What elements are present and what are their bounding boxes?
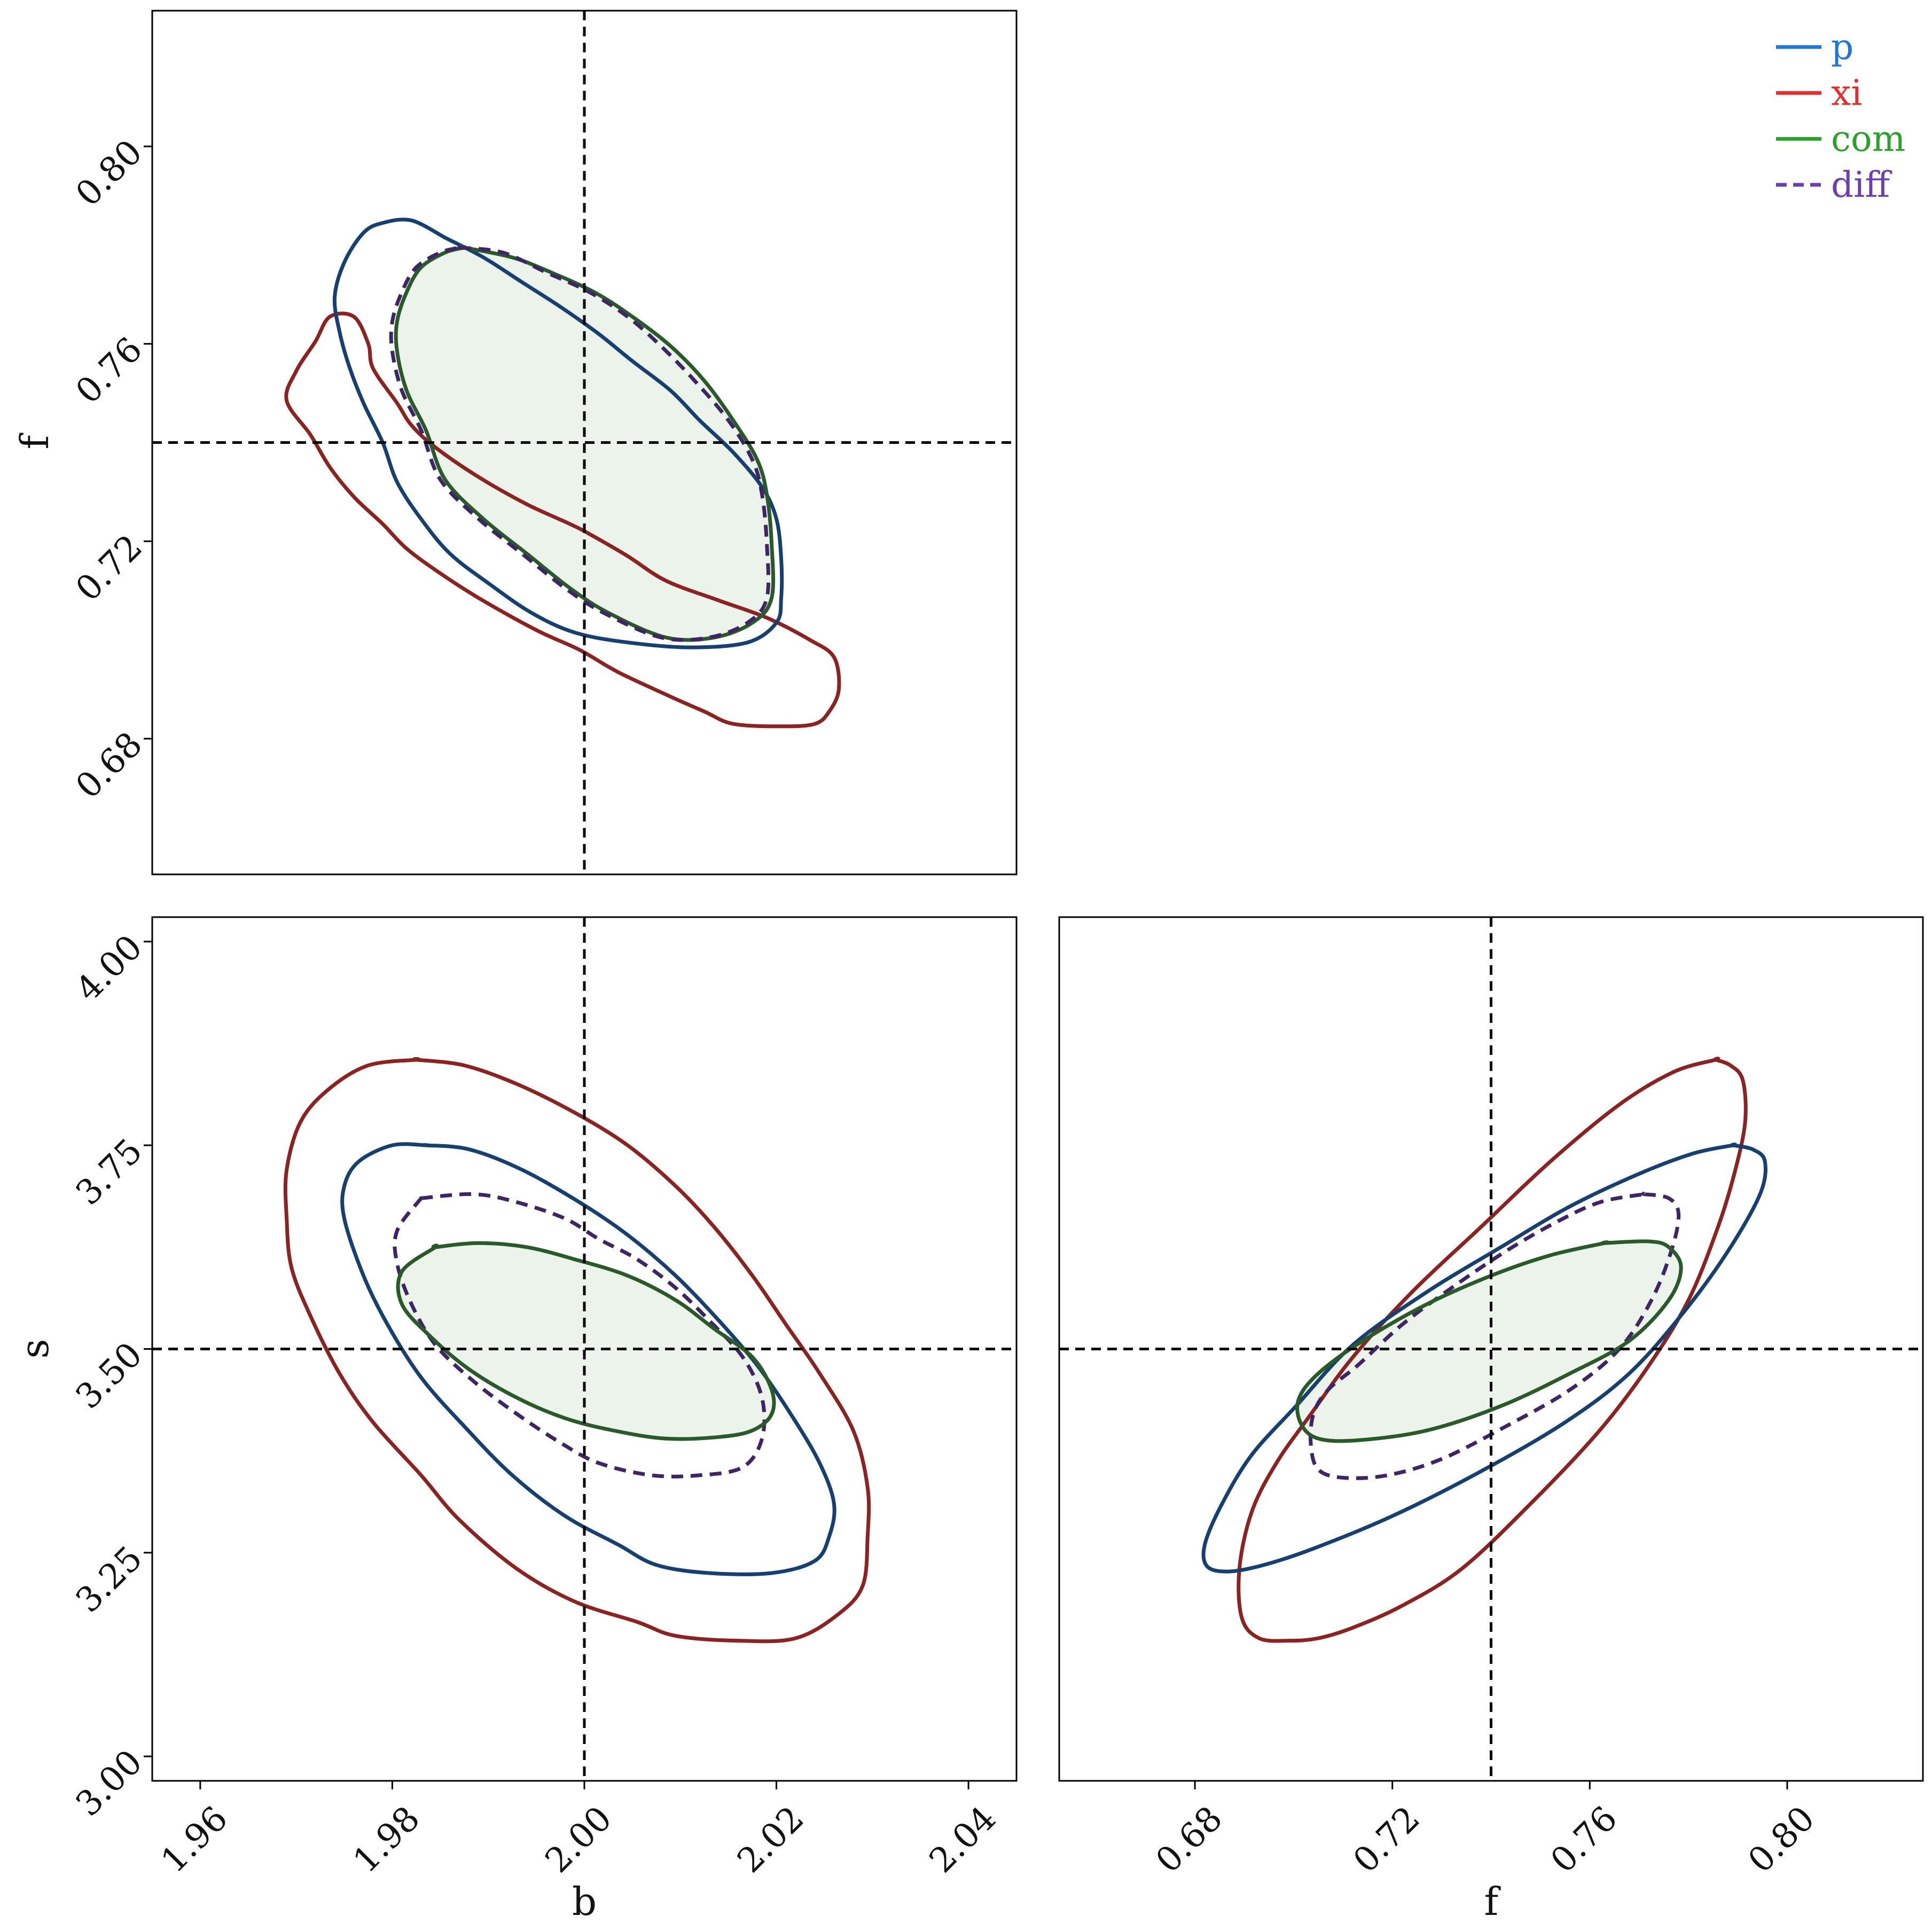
x-axis-label: b <box>572 1879 597 1924</box>
y-axis-label: s <box>12 1339 57 1359</box>
y-axis-label: f <box>12 433 57 449</box>
panel-frame <box>151 10 1018 875</box>
legend-item-xi: xi <box>1776 73 1862 114</box>
legend-item-diff: diff <box>1776 165 1892 206</box>
legend-label: p <box>1831 27 1853 68</box>
contour-p <box>340 1142 836 1576</box>
contour-xi <box>284 311 841 729</box>
contour-com <box>394 245 776 642</box>
x-axis-label: f <box>1484 1879 1501 1924</box>
plot-area <box>1059 917 1923 1781</box>
panel-frame <box>1058 916 1924 1782</box>
legend-label: com <box>1831 119 1905 160</box>
contour-fill-com <box>1297 1241 1681 1441</box>
legend-label: diff <box>1831 165 1892 206</box>
contour-p <box>332 217 784 650</box>
plot-area <box>152 11 1016 874</box>
legend-item-p: p <box>1776 27 1853 68</box>
contour-fill-com <box>398 1243 775 1440</box>
contour-xi <box>283 1057 871 1644</box>
contour-diff <box>389 245 771 642</box>
contour-com <box>1295 1239 1683 1443</box>
contour-fill-com <box>396 246 773 640</box>
contour-diff <box>1309 1191 1681 1480</box>
legend-item-com: com <box>1776 119 1905 160</box>
contour-diff <box>393 1192 766 1479</box>
contour-com <box>396 1241 776 1441</box>
plot-area <box>152 917 1016 1781</box>
contour-p <box>1201 1143 1767 1574</box>
legend: p xi com diff <box>1776 27 1905 206</box>
legend-label: xi <box>1831 73 1862 114</box>
contour-xi <box>1237 1057 1748 1643</box>
